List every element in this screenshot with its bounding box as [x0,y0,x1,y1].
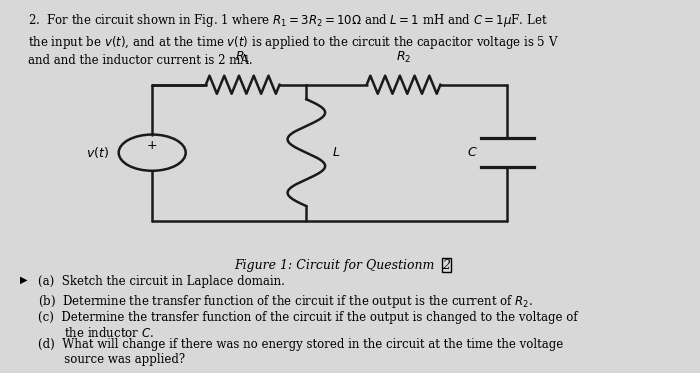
Text: and and the inductor current is 2 mA.: and and the inductor current is 2 mA. [28,54,253,67]
Text: 2.  For the circuit shown in Fig. 1 where $R_1 = 3R_2 = 10\Omega$ and $L = 1$ mH: 2. For the circuit shown in Fig. 1 where… [28,12,548,29]
Text: (a)  Sketch the circuit in Laplace domain.: (a) Sketch the circuit in Laplace domain… [38,275,285,288]
Text: $R_1$: $R_1$ [235,50,251,65]
Text: 2: 2 [442,258,450,272]
Text: $L$: $L$ [332,146,340,159]
Text: $R_2$: $R_2$ [396,50,411,65]
Text: +: + [147,139,158,152]
Text: $\blacktriangleright$: $\blacktriangleright$ [18,275,29,286]
Text: the input be $v(t)$, and at the time $v(t)$ is applied to the circuit the capaci: the input be $v(t)$, and at the time $v(… [28,34,559,51]
Text: (d)  What will change if there was no energy stored in the circuit at the time t: (d) What will change if there was no ene… [38,338,564,366]
Text: $C$: $C$ [467,146,477,159]
Text: (b)  Determine the transfer function of the circuit if the output is the current: (b) Determine the transfer function of t… [38,293,533,310]
Text: (c)  Determine the transfer function of the circuit if the output is changed to : (c) Determine the transfer function of t… [38,311,578,341]
Text: Figure 1: Circuit for Questionm: Figure 1: Circuit for Questionm [234,258,439,272]
Text: $v(t)$: $v(t)$ [85,145,108,160]
